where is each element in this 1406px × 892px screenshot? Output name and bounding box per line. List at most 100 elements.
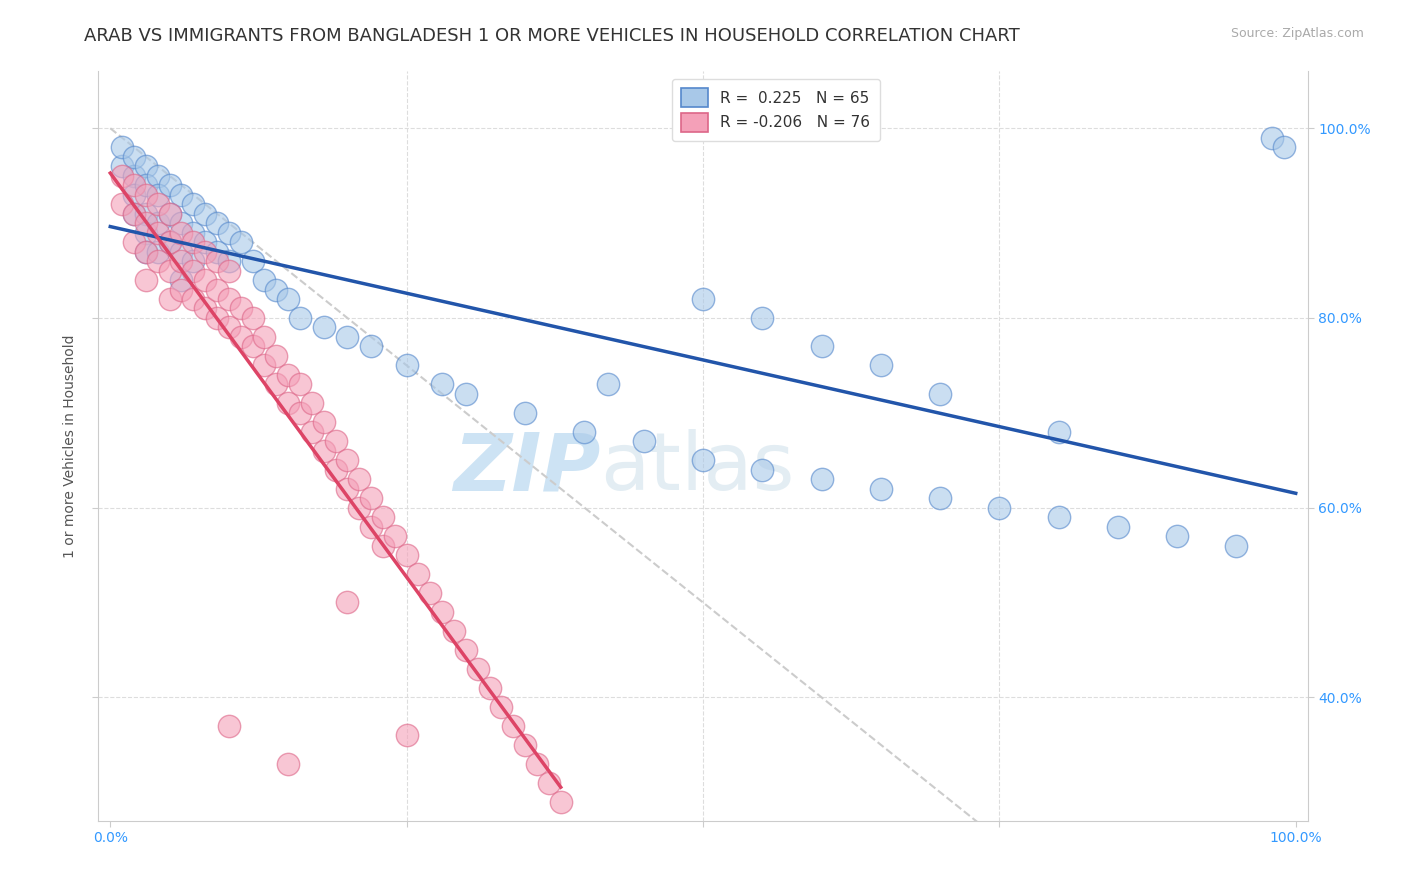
Point: [111, 197, 134, 211]
Point: [988, 500, 1011, 515]
Point: [633, 434, 655, 449]
Point: [515, 406, 537, 420]
Point: [205, 283, 228, 297]
Point: [122, 206, 145, 220]
Point: [218, 292, 240, 306]
Point: [288, 310, 311, 325]
Point: [360, 491, 382, 505]
Point: [135, 206, 157, 220]
Point: [135, 159, 157, 173]
Point: [122, 187, 145, 202]
Point: [135, 226, 157, 240]
Point: [1272, 140, 1295, 154]
Point: [692, 292, 714, 306]
Point: [574, 425, 596, 439]
Point: [515, 738, 537, 752]
Point: [170, 244, 193, 259]
Point: [253, 273, 276, 287]
Point: [229, 330, 252, 344]
Point: [181, 292, 204, 306]
Point: [277, 396, 299, 410]
Point: [135, 244, 157, 259]
Point: [526, 756, 548, 771]
Point: [159, 206, 181, 220]
Point: [229, 235, 252, 249]
Point: [194, 244, 217, 259]
Text: ARAB VS IMMIGRANTS FROM BANGLADESH 1 OR MORE VEHICLES IN HOUSEHOLD CORRELATION C: ARAB VS IMMIGRANTS FROM BANGLADESH 1 OR …: [84, 27, 1021, 45]
Point: [135, 273, 157, 287]
Point: [360, 519, 382, 533]
Point: [336, 330, 359, 344]
Point: [159, 178, 181, 193]
Point: [218, 320, 240, 334]
Point: [751, 310, 773, 325]
Point: [467, 662, 489, 676]
Point: [122, 206, 145, 220]
Point: [194, 206, 217, 220]
Point: [491, 699, 513, 714]
Point: [432, 605, 454, 619]
Point: [181, 263, 204, 277]
Point: [502, 719, 524, 733]
Point: [810, 472, 832, 486]
Point: [454, 387, 477, 401]
Point: [181, 226, 204, 240]
Point: [751, 463, 773, 477]
Point: [159, 292, 181, 306]
Point: [1047, 425, 1070, 439]
Point: [325, 434, 347, 449]
Y-axis label: 1 or more Vehicles in Household: 1 or more Vehicles in Household: [63, 334, 77, 558]
Point: [301, 396, 323, 410]
Point: [218, 263, 240, 277]
Point: [277, 292, 299, 306]
Point: [146, 187, 169, 202]
Point: [242, 339, 264, 353]
Point: [253, 359, 276, 373]
Point: [347, 500, 370, 515]
Point: [159, 235, 181, 249]
Point: [181, 235, 204, 249]
Point: [146, 169, 169, 183]
Text: ZIP: ZIP: [453, 429, 600, 508]
Point: [336, 453, 359, 467]
Point: [929, 491, 952, 505]
Point: [146, 244, 169, 259]
Point: [336, 482, 359, 496]
Point: [253, 330, 276, 344]
Point: [929, 387, 952, 401]
Point: [1107, 519, 1129, 533]
Point: [1166, 529, 1188, 543]
Point: [170, 273, 193, 287]
Point: [360, 339, 382, 353]
Point: [371, 510, 394, 524]
Point: [122, 235, 145, 249]
Point: [1261, 130, 1284, 145]
Point: [242, 254, 264, 268]
Point: [395, 728, 418, 742]
Point: [312, 320, 335, 334]
Point: [135, 178, 157, 193]
Point: [419, 586, 441, 600]
Point: [194, 235, 217, 249]
Point: [312, 415, 335, 429]
Point: [205, 310, 228, 325]
Point: [810, 339, 832, 353]
Point: [478, 681, 501, 695]
Point: [146, 216, 169, 230]
Point: [242, 310, 264, 325]
Point: [384, 529, 406, 543]
Point: [159, 235, 181, 249]
Point: [205, 244, 228, 259]
Point: [312, 443, 335, 458]
Point: [205, 216, 228, 230]
Point: [229, 301, 252, 316]
Point: [288, 406, 311, 420]
Point: [371, 539, 394, 553]
Text: atlas: atlas: [600, 429, 794, 508]
Point: [432, 377, 454, 392]
Point: [218, 719, 240, 733]
Point: [692, 453, 714, 467]
Point: [454, 643, 477, 657]
Point: [264, 349, 287, 363]
Point: [288, 377, 311, 392]
